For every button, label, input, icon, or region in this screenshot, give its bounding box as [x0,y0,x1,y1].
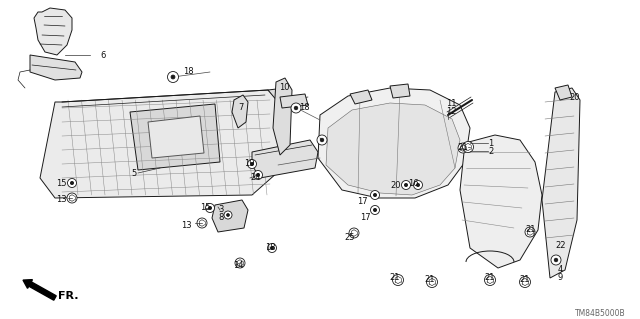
Circle shape [401,181,410,189]
Circle shape [291,103,301,113]
Circle shape [554,258,557,262]
Text: 18: 18 [265,243,276,253]
Circle shape [349,228,359,238]
Text: 18: 18 [183,68,194,77]
Circle shape [426,277,438,287]
Circle shape [404,183,408,187]
Text: 5: 5 [131,168,136,177]
Circle shape [320,138,324,142]
Polygon shape [130,104,220,170]
Text: 11: 11 [446,99,456,108]
Circle shape [67,193,77,203]
Circle shape [67,179,77,188]
Circle shape [484,275,495,286]
Circle shape [250,162,253,166]
Circle shape [551,255,561,265]
Circle shape [227,214,229,216]
Circle shape [371,190,380,199]
Text: 20: 20 [569,93,579,101]
Circle shape [520,277,531,287]
Polygon shape [268,88,288,102]
Text: 1: 1 [488,138,493,147]
Polygon shape [40,90,280,198]
Text: 12: 12 [446,107,456,115]
Polygon shape [252,140,318,178]
Text: 25: 25 [344,234,355,242]
Text: 13: 13 [181,220,191,229]
Circle shape [294,106,298,110]
Circle shape [271,246,273,249]
Text: 17: 17 [357,197,367,206]
Text: 4: 4 [558,265,563,275]
Text: 3: 3 [218,205,223,214]
Text: 21: 21 [484,273,495,283]
Text: 16: 16 [408,179,419,188]
Polygon shape [460,135,542,268]
Circle shape [248,160,257,168]
Text: 21: 21 [457,143,467,152]
Text: 6: 6 [100,50,106,60]
Circle shape [209,206,212,210]
Polygon shape [148,116,204,158]
Text: 10: 10 [279,83,289,92]
Circle shape [257,174,260,177]
Text: 24: 24 [250,174,260,182]
Text: 8: 8 [218,213,223,222]
Circle shape [70,182,74,185]
Circle shape [463,142,474,152]
Polygon shape [212,200,248,232]
Circle shape [392,275,403,286]
Text: 7: 7 [238,102,243,112]
Text: 18: 18 [299,102,310,112]
Circle shape [417,183,420,187]
Text: 14: 14 [233,261,243,270]
Circle shape [525,227,535,237]
Text: 17: 17 [360,213,371,222]
Text: 21: 21 [424,276,435,285]
Circle shape [317,135,327,145]
Text: 2: 2 [488,146,493,155]
Text: 21: 21 [519,276,529,285]
Circle shape [373,208,376,211]
Text: 22: 22 [555,241,566,249]
Text: 21: 21 [389,273,399,283]
Circle shape [224,211,232,219]
Text: 15: 15 [56,179,67,188]
Circle shape [413,181,422,189]
Polygon shape [30,55,82,80]
Text: 15: 15 [200,204,211,212]
Circle shape [373,193,376,197]
Circle shape [205,204,214,212]
Text: 9: 9 [558,273,563,283]
FancyArrow shape [23,280,56,300]
Polygon shape [555,85,572,100]
Polygon shape [542,88,580,278]
Polygon shape [350,90,372,104]
Polygon shape [280,94,308,108]
Circle shape [458,143,468,153]
Polygon shape [326,103,460,195]
Text: 21: 21 [525,226,536,234]
Polygon shape [232,95,248,128]
Polygon shape [318,88,470,198]
Polygon shape [34,8,72,55]
Text: TM84B5000B: TM84B5000B [575,308,626,317]
Circle shape [197,218,207,228]
Polygon shape [390,84,410,98]
Circle shape [235,258,245,268]
Circle shape [253,170,262,180]
Text: 19: 19 [244,159,255,167]
Circle shape [371,205,380,214]
Circle shape [171,75,175,79]
Polygon shape [273,78,292,155]
Text: 13: 13 [56,196,67,204]
Circle shape [168,71,179,83]
Circle shape [268,243,276,253]
Text: 20: 20 [390,181,401,189]
Text: FR.: FR. [58,291,79,301]
